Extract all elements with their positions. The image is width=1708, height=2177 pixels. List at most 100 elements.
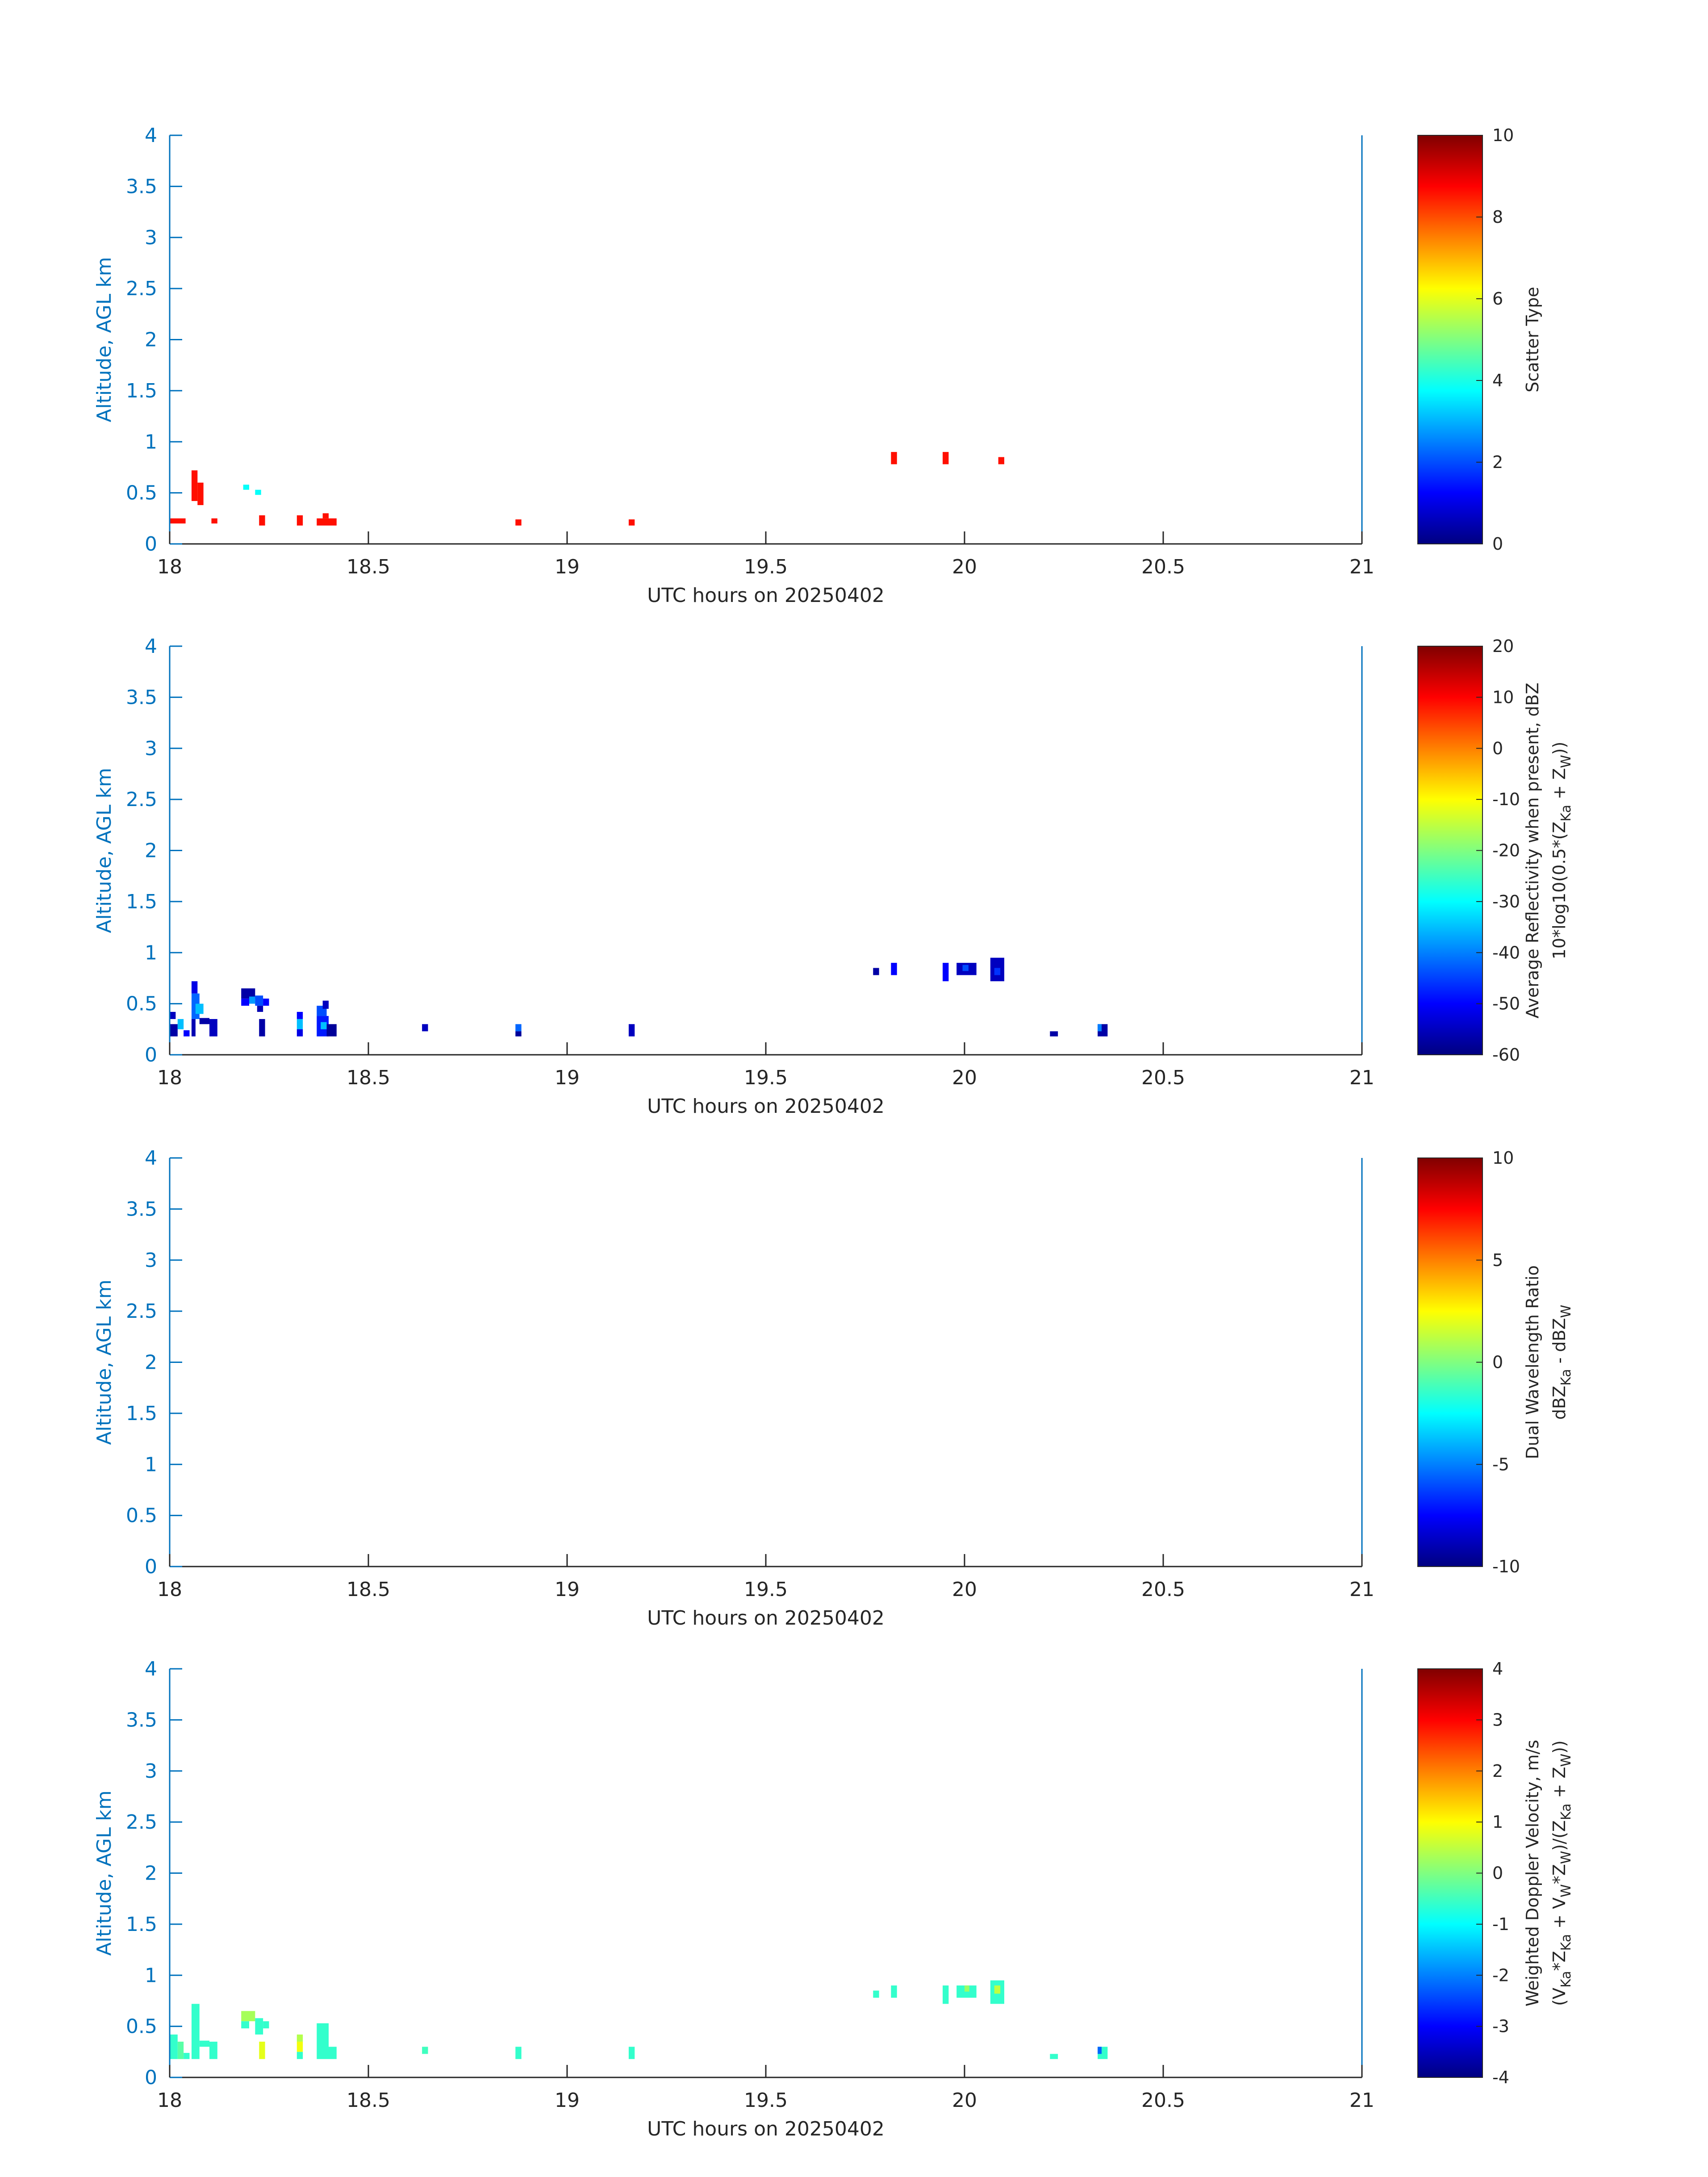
data-cell <box>515 1024 522 1032</box>
data-cell <box>317 518 337 526</box>
y-axis-label: Altitude, AGL km <box>93 1790 116 1956</box>
data-cell <box>873 968 879 975</box>
data-cell <box>191 470 198 501</box>
data-cell <box>515 519 522 526</box>
x-tick-label: 18 <box>157 2089 182 2112</box>
x-tick-label: 20.5 <box>1141 2089 1185 2112</box>
data-cell <box>965 1985 969 1992</box>
colorbar-tick-label: 10 <box>1492 125 1514 145</box>
colorbar-tick-label: 10 <box>1492 687 1514 707</box>
data-cell <box>628 1024 635 1036</box>
x-tick-label: 20 <box>952 556 977 578</box>
y-tick-label: 3.5 <box>126 686 157 709</box>
colorbar-label-2-part: W <box>1558 1851 1574 1864</box>
colorbar-label-2-part: + Z <box>1549 768 1569 805</box>
colorbar-label-2-part: *Z <box>1549 1951 1569 1971</box>
colorbar-label-part: Weighted Doppler Velocity, m/s <box>1523 1740 1542 2006</box>
data-cell <box>994 968 1001 975</box>
data-cell <box>170 2034 178 2059</box>
data-cell <box>296 1029 303 1036</box>
colorbar-label-part: Dual Wavelength Ratio <box>1523 1265 1542 1459</box>
y-tick-label: 4 <box>145 1147 157 1170</box>
data-cell <box>263 2021 269 2029</box>
data-cell <box>296 2034 303 2042</box>
data-cell <box>322 1000 329 1009</box>
x-tick-label: 19 <box>555 1578 580 1601</box>
colorbar-label-2-part: )/(Z <box>1549 1820 1569 1851</box>
colorbar-tick-label: -5 <box>1492 1454 1509 1474</box>
y-tick-label: 1.5 <box>126 1913 157 1936</box>
x-tick-label: 21 <box>1349 556 1374 578</box>
data-cell <box>891 963 897 975</box>
colorbar-label-2-part: )) <box>1549 1740 1569 1754</box>
data-cell <box>191 2004 200 2059</box>
data-cell <box>211 518 217 524</box>
colorbar-label-2-part: Ka <box>1558 805 1574 822</box>
y-tick-label: 1.5 <box>126 890 157 913</box>
data-cell <box>241 999 249 1006</box>
colorbar-label-2-part: + Z <box>1549 1767 1569 1803</box>
colorbar-label-2: 10*log10(0.5*(ZKa + ZW)) <box>1549 742 1574 960</box>
data-cell <box>209 2041 217 2059</box>
y-tick-label: 0.5 <box>126 482 157 505</box>
data-cell <box>515 1031 522 1036</box>
data-cell <box>1050 2054 1058 2059</box>
y-tick-label: 3 <box>145 1760 157 1783</box>
x-tick-label: 18.5 <box>347 2089 390 2112</box>
data-cell <box>257 1006 263 1012</box>
data-cells <box>170 957 1108 1036</box>
data-cell <box>199 2040 209 2047</box>
colorbar-tick-label: 3 <box>1492 1710 1503 1730</box>
data-cell <box>515 2047 522 2059</box>
y-tick-label: 0 <box>145 1044 157 1066</box>
y-tick-label: 4 <box>145 1658 157 1680</box>
data-cell <box>209 1019 217 1036</box>
colorbar-label: Dual Wavelength Ratio <box>1523 1265 1542 1459</box>
data-cell <box>994 1985 1001 1994</box>
colorbar-tick-label: 8 <box>1492 207 1503 227</box>
colorbar-tick-label: -10 <box>1492 790 1520 809</box>
data-cell <box>998 457 1004 464</box>
x-tick-label: 18.5 <box>347 556 390 578</box>
colorbar-label-2-part: W <box>1558 755 1574 768</box>
colorbar <box>1417 1668 1483 2078</box>
colorbar-tick-label: 2 <box>1492 1761 1503 1781</box>
colorbar-label-part: Scatter Type <box>1523 287 1542 392</box>
data-cell <box>184 2053 190 2059</box>
y-tick-label: 2.5 <box>126 1811 157 1834</box>
data-cell <box>170 1011 176 1019</box>
colorbar-label-2-part: dBZ <box>1549 1386 1569 1420</box>
y-tick-label: 3 <box>145 226 157 249</box>
x-tick-label: 20 <box>952 1066 977 1089</box>
colorbar-tick-label: -2 <box>1492 1965 1509 1985</box>
data-cell <box>962 965 969 971</box>
colorbar-label-part: Average Reflectivity when present, dBZ <box>1523 683 1542 1019</box>
x-tick-label: 19.5 <box>744 1578 788 1601</box>
colorbar-tick-label: -50 <box>1492 994 1520 1014</box>
y-tick-label: 2 <box>145 1862 157 1885</box>
x-tick-label: 19 <box>555 2089 580 2112</box>
panel-2: 0 0.5 1 1.5 2 2.5 3 3.5 4 18 18.5 19 19.5 20 20.5 21 UTC… <box>93 635 1574 1118</box>
colorbar-label-2-part: W <box>1558 1305 1574 1318</box>
data-cell <box>259 515 265 526</box>
colorbar-label: Weighted Doppler Velocity, m/s <box>1523 1740 1542 2006</box>
x-axis-label: UTC hours on 20250402 <box>647 2118 885 2140</box>
x-tick-label: 21 <box>1349 2089 1374 2112</box>
x-axis-label: UTC hours on 20250402 <box>647 1095 885 1118</box>
data-cells <box>170 452 1004 526</box>
data-cell <box>177 2041 184 2059</box>
data-cell <box>422 2047 428 2054</box>
x-tick-label: 20.5 <box>1141 1578 1185 1601</box>
colorbar-tick-label: 6 <box>1492 289 1503 309</box>
colorbar-tick-label: 0 <box>1492 1353 1503 1372</box>
data-cell <box>943 963 949 982</box>
colorbar-label-2: dBZKa - dBZW <box>1549 1305 1574 1420</box>
colorbar-tick-label: -40 <box>1492 943 1520 962</box>
colorbar-label-2-part: W <box>1558 1884 1574 1897</box>
data-cell <box>184 1030 190 1036</box>
data-cell <box>259 2041 265 2059</box>
y-tick-label: 1 <box>145 1964 157 1987</box>
data-cell <box>321 1022 327 1029</box>
data-cell <box>199 1018 209 1024</box>
